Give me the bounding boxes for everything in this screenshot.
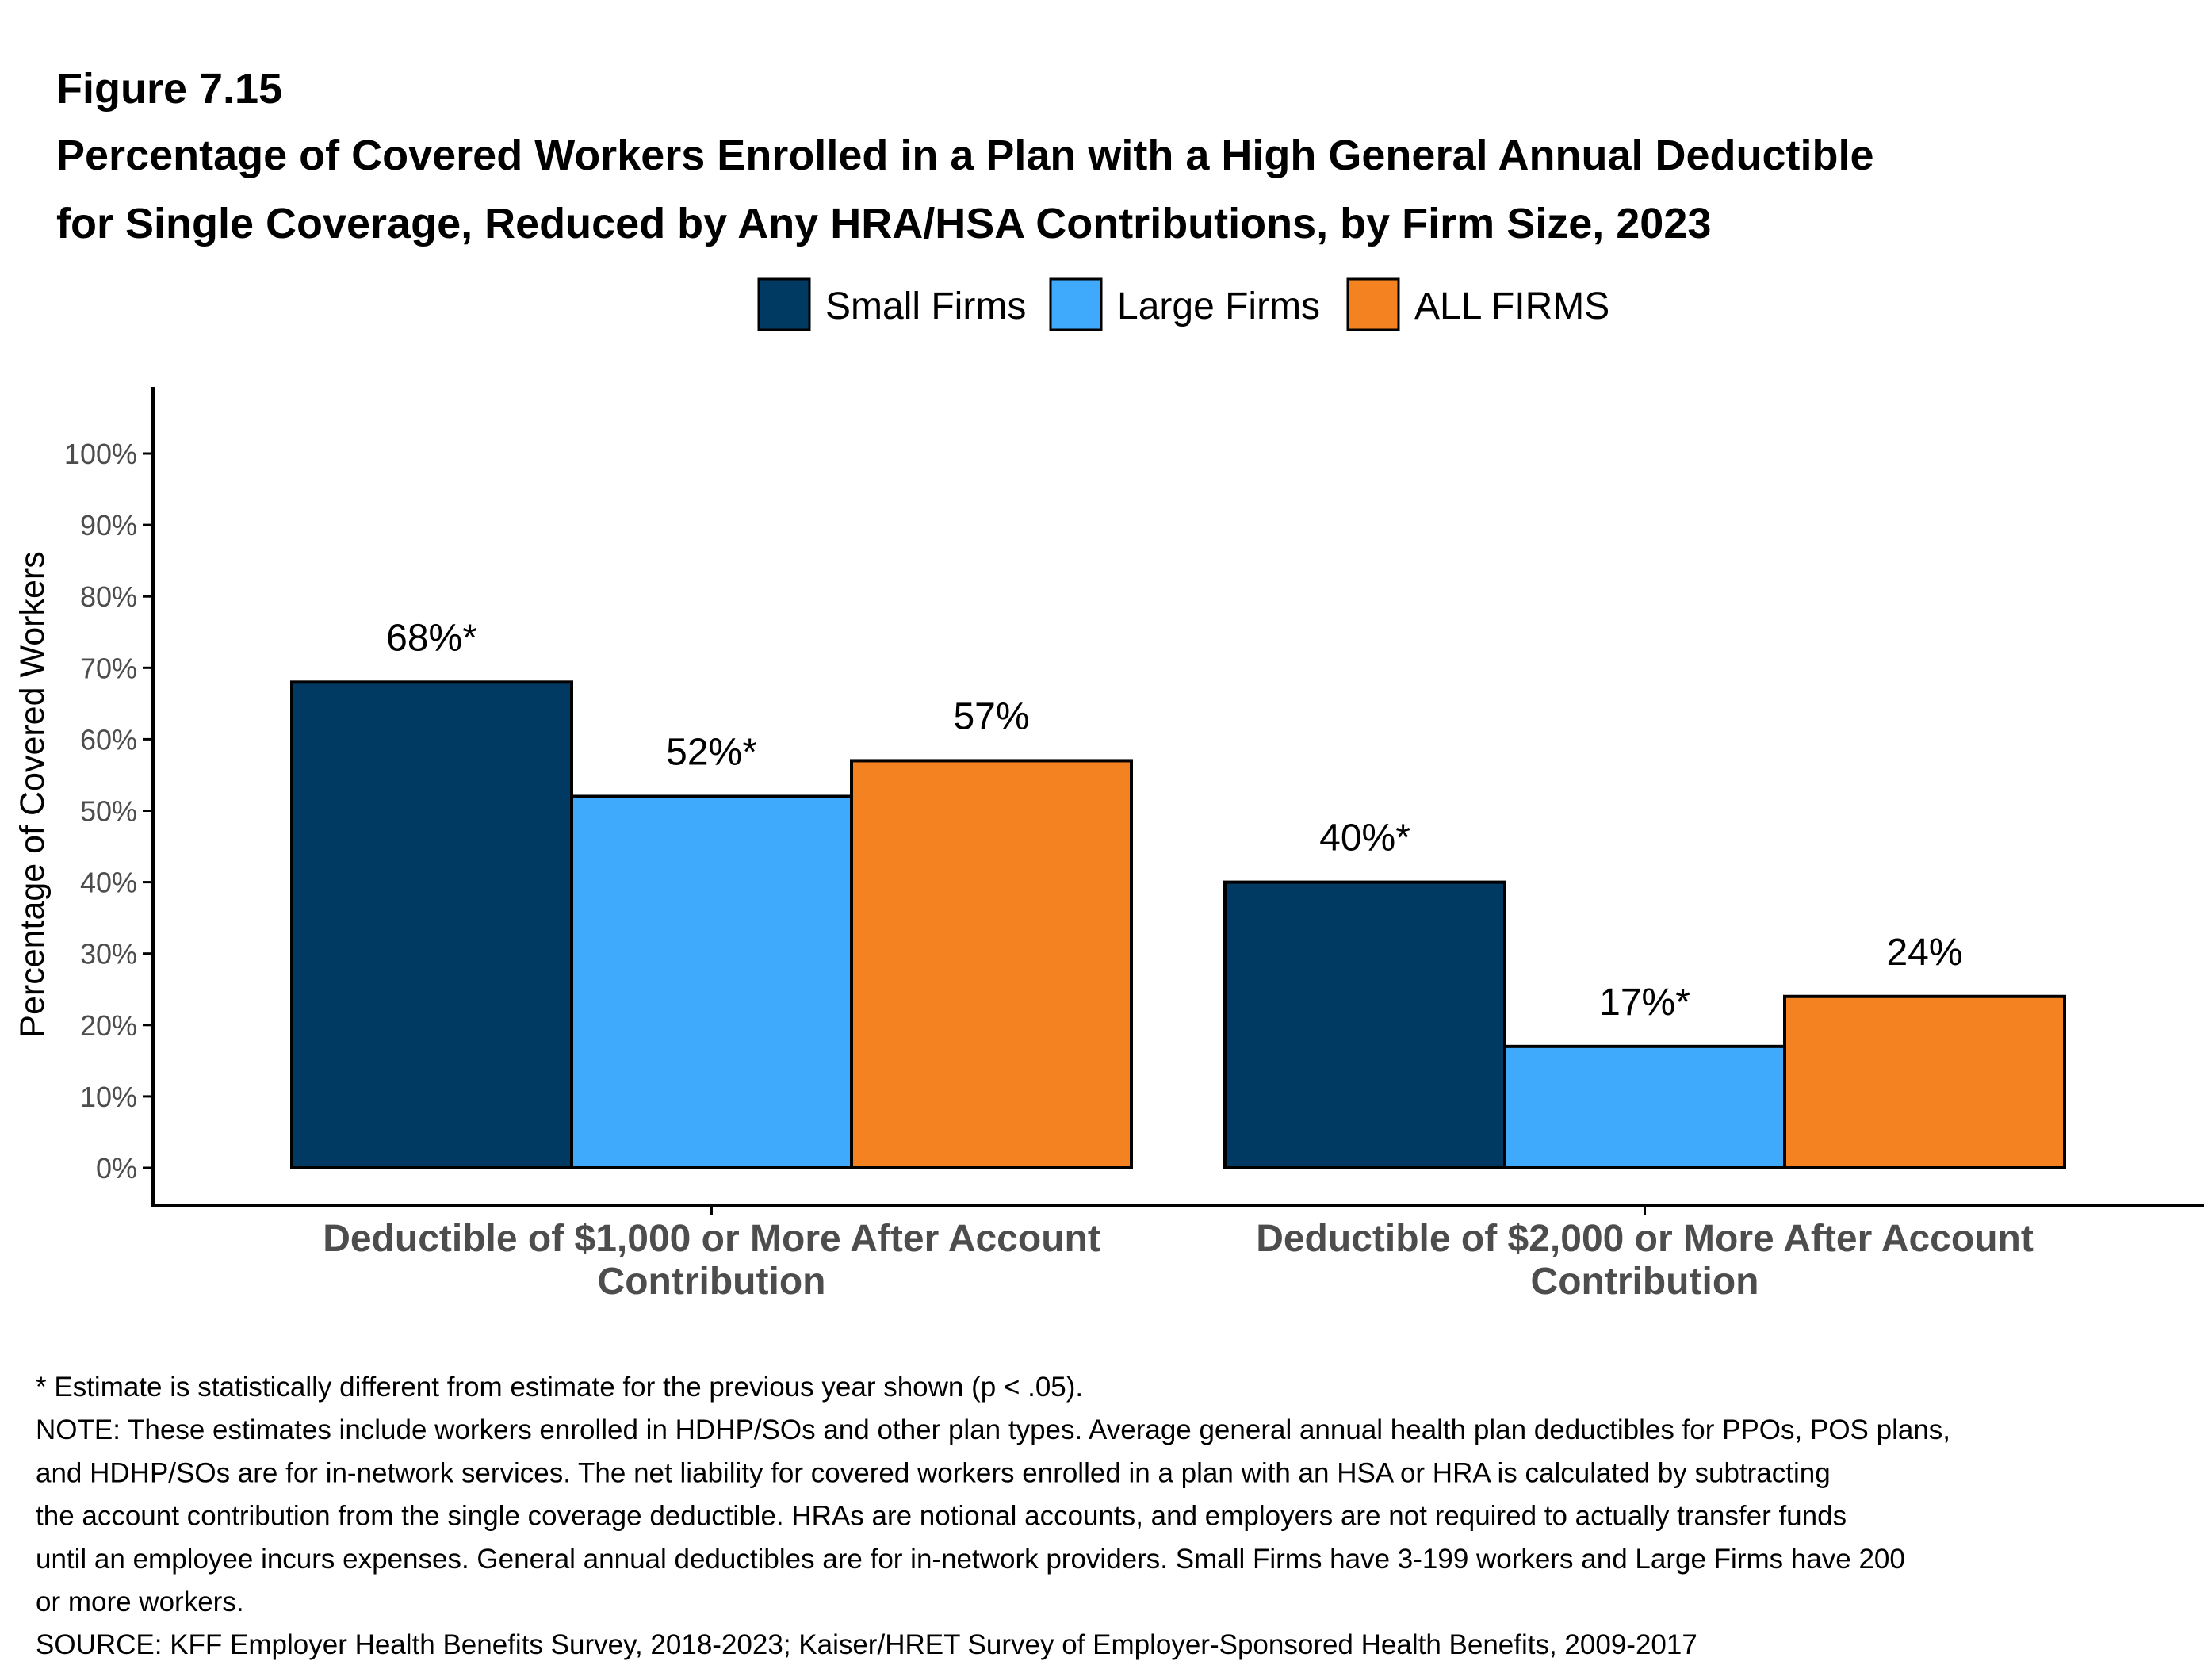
footnote-line: and HDHP/SOs are for in-network services…: [36, 1457, 1831, 1488]
bar: [1503, 1044, 1786, 1169]
data-label: 52%*: [666, 731, 757, 773]
legend-swatch: [1049, 278, 1103, 331]
footnote-line: until an employee incurs expenses. Gener…: [36, 1544, 1905, 1575]
data-label: 17%*: [1599, 982, 1690, 1024]
footnote-line: or more workers.: [36, 1587, 244, 1617]
footnote-line: SOURCE: KFF Employer Health Benefits Sur…: [36, 1629, 1697, 1660]
y-tick-label: 40%: [80, 867, 137, 899]
bar: [290, 680, 573, 1169]
legend-swatch: [1346, 278, 1400, 331]
y-tick-label: 80%: [80, 580, 137, 613]
y-tick-label: 70%: [80, 652, 137, 684]
data-label: 24%: [1886, 932, 1962, 974]
x-axis-categories: Deductible of $1,000 or More After Accou…: [323, 1205, 2034, 1303]
y-tick-label: 100%: [64, 438, 137, 470]
y-tick-label: 50%: [80, 795, 137, 828]
footnote-line: * Estimate is statistically different fr…: [36, 1372, 1083, 1403]
chart-title-line-2: for Single Coverage, Reduced by Any HRA/…: [56, 200, 1711, 247]
data-label: 57%: [953, 695, 1029, 737]
y-tick-label: 20%: [80, 1009, 137, 1042]
bar: [570, 794, 853, 1169]
category-label: Contribution: [1531, 1261, 1759, 1303]
y-tick-label: 30%: [80, 938, 137, 970]
data-label: 40%*: [1319, 817, 1410, 859]
data-labels: 68%* 52%* 57% 40%* 17%* 24%: [386, 617, 1962, 1024]
footnote-line: NOTE: These estimates include workers en…: [36, 1414, 1950, 1445]
y-axis-ticks: 0% 10% 20% 30% 40% 50% 60% 70% 80% 90% 100%: [64, 438, 153, 1185]
footnotes: * Estimate is statistically different fr…: [36, 1372, 1950, 1660]
legend-label: Large Firms: [1117, 285, 1320, 327]
category-label: Deductible of $2,000 or More After Accou…: [1256, 1218, 2034, 1260]
y-axis-label: Percentage of Covered Workers: [13, 551, 52, 1037]
category-label: Contribution: [598, 1261, 826, 1303]
y-tick-label: 60%: [80, 723, 137, 756]
figure-label: Figure 7.15: [56, 65, 282, 113]
chart-title-line-1: Percentage of Covered Workers Enrolled i…: [56, 132, 1874, 179]
bar: [1223, 880, 1506, 1169]
y-tick-label: 0%: [96, 1152, 137, 1185]
legend-label: Small Firms: [825, 285, 1026, 327]
bar: [850, 759, 1133, 1169]
footnote-line: the account contribution from the single…: [36, 1501, 1847, 1532]
category-label: Deductible of $1,000 or More After Accou…: [323, 1218, 1100, 1260]
legend: Small Firms Large Firms ALL FIRMS: [757, 278, 1609, 331]
legend-label: ALL FIRMS: [1414, 285, 1609, 327]
bar: [1783, 994, 2066, 1170]
y-tick-label: 10%: [80, 1081, 137, 1113]
legend-swatch: [757, 278, 811, 331]
y-tick-label: 90%: [80, 509, 137, 542]
bars: [290, 680, 2066, 1170]
data-label: 68%*: [386, 617, 477, 659]
